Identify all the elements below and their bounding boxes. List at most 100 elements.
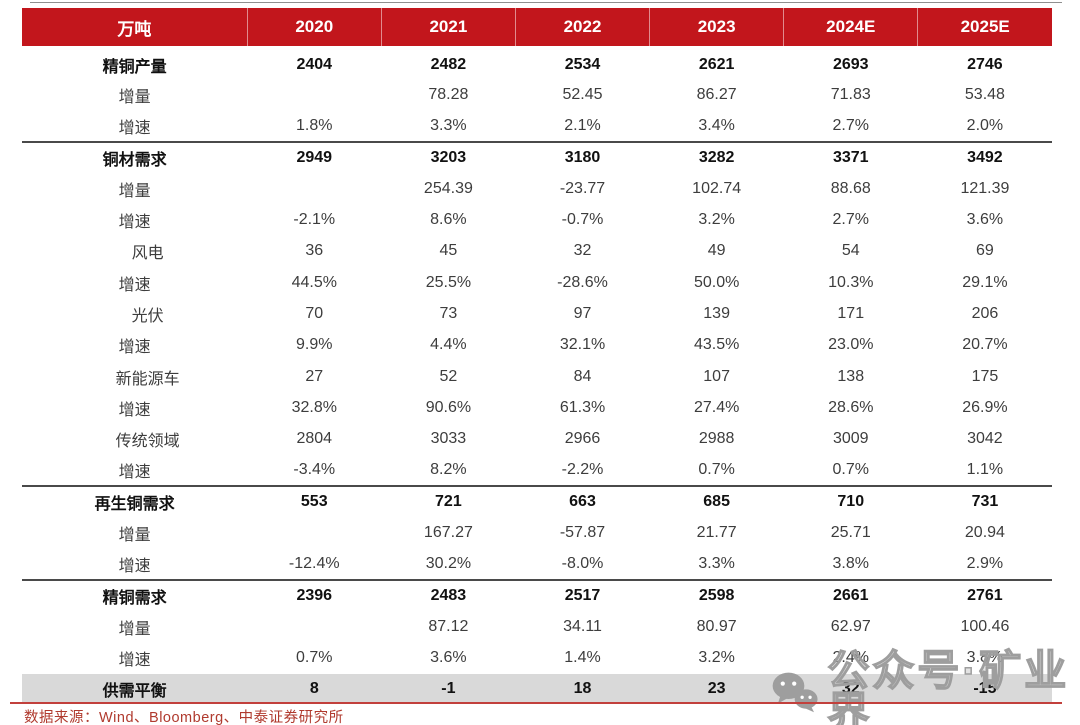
value-cell: 69	[976, 242, 994, 260]
value-cell: 54	[841, 242, 860, 260]
value-cell: 3.6%	[966, 211, 1004, 229]
value-cell: 2.4%	[832, 649, 869, 667]
value-cell: 0.7%	[832, 461, 869, 478]
value-cell	[247, 79, 381, 110]
value-cell: -3.4%	[293, 461, 336, 478]
value-cell: 34.11	[563, 617, 602, 635]
row-label: 精铜产量	[102, 58, 167, 76]
value-cell: 78.28	[428, 85, 469, 103]
table-row: 增量 87.12 34.11 80.97 62.97 100.46	[22, 611, 1052, 642]
value-cell: 3282	[649, 140, 784, 174]
value-cell: 3009	[832, 430, 869, 448]
value-cell: 45	[439, 242, 458, 260]
table-row: 传统领域 2804 3033 2966 2988 3009 3042	[22, 424, 1052, 455]
value-cell: 25.71	[830, 524, 871, 542]
value-cell: 2.7%	[832, 116, 869, 134]
value-cell: 0.7%	[698, 461, 735, 478]
value-cell: 1.1%	[966, 461, 1004, 478]
value-cell: 88.68	[830, 179, 871, 197]
value-cell: 36	[305, 242, 324, 260]
value-cell: 2396	[247, 579, 382, 612]
value-cell: 8.6%	[430, 211, 467, 229]
value-cell: 8	[247, 673, 382, 704]
unit-header: 万吨	[22, 8, 248, 50]
value-cell: 2949	[247, 140, 382, 174]
value-cell: 254.39	[423, 179, 473, 197]
row-label: 增速	[118, 464, 151, 481]
value-cell: 206	[971, 305, 999, 323]
value-cell: 100.46	[960, 617, 1010, 635]
value-cell: 52	[439, 367, 458, 385]
table-row: 增速 1.8% 3.3% 2.1% 3.4% 2.7% 2.0%	[22, 111, 1052, 142]
table-row: 增速 0.7% 3.6% 1.4% 3.2% 2.4% 3.8%	[22, 643, 1052, 674]
value-cell: 97	[573, 305, 592, 323]
row-label: 增速	[118, 652, 151, 670]
value-cell: 685	[649, 485, 784, 518]
value-cell: -2.1%	[293, 211, 336, 229]
column-header-2021: 2021	[380, 8, 516, 50]
value-cell: 3203	[381, 140, 516, 174]
value-cell: 32.8%	[291, 398, 337, 416]
value-cell: 80.97	[696, 617, 737, 635]
row-label: 增速	[118, 214, 151, 232]
table-row: 再生铜需求 553 721 663 685 710 731	[22, 485, 1052, 518]
value-cell: 70	[305, 305, 324, 323]
value-cell: -57.87	[559, 524, 606, 542]
value-cell: 3.8%	[966, 649, 1004, 667]
value-cell: 23.0%	[828, 336, 874, 354]
value-cell: 663	[515, 485, 650, 518]
value-cell: 2.9%	[966, 554, 1004, 572]
value-cell: 26.9%	[962, 398, 1008, 416]
value-cell: 49	[707, 242, 726, 260]
value-cell: 87.12	[428, 617, 469, 635]
value-cell: 2693	[832, 55, 869, 73]
value-cell: 50.0%	[693, 273, 740, 291]
table-body: 精铜产量 2404 2482 2534 2621 2693 2746 增量 78.28 52.45…	[22, 48, 1052, 704]
value-cell: 2761	[917, 579, 1052, 612]
value-cell: 138	[837, 367, 865, 385]
value-cell: 4.4%	[430, 336, 467, 354]
value-cell: 3.6%	[430, 649, 467, 667]
value-cell: 171	[837, 305, 865, 323]
value-cell: 2621	[698, 55, 735, 73]
value-cell	[247, 611, 381, 642]
row-label: 精铜需求	[22, 579, 248, 612]
value-cell: -12.4%	[288, 554, 340, 572]
value-cell: 8.2%	[430, 461, 467, 478]
value-cell: 32	[783, 673, 918, 704]
value-cell: 2517	[515, 579, 650, 612]
row-label: 增速	[118, 339, 151, 357]
value-cell: 71.83	[830, 85, 871, 103]
row-label: 增速	[118, 119, 151, 137]
column-header-2023: 2023	[649, 8, 784, 50]
value-cell	[247, 173, 381, 204]
value-cell: 21.77	[696, 524, 737, 542]
value-cell: 32	[573, 242, 592, 260]
row-label: 增速	[118, 557, 151, 575]
value-cell: 25.5%	[425, 273, 472, 291]
value-cell: -28.6%	[557, 273, 608, 291]
value-cell: 102.74	[692, 179, 742, 197]
table-row: 精铜需求 2396 2483 2517 2598 2661 2761	[22, 579, 1052, 612]
value-cell: 3.2%	[698, 649, 735, 667]
value-cell: 2966	[564, 430, 601, 448]
value-cell: 2482	[430, 55, 467, 73]
value-cell: 27	[305, 367, 324, 385]
value-cell: 721	[381, 485, 516, 518]
value-cell: 121.39	[960, 179, 1010, 197]
value-cell: 32.1%	[559, 336, 606, 354]
table-row: 增量 167.27 -57.87 21.77 25.71 20.94	[22, 517, 1052, 548]
table-row: 增速 -3.4% 8.2% -2.2% 0.7% 0.7% 1.1%	[22, 455, 1052, 486]
value-cell: 3371	[783, 140, 918, 174]
table-row: 增速 9.9% 4.4% 32.1% 43.5% 23.0% 20.7%	[22, 330, 1052, 361]
value-cell: -2.2%	[561, 461, 604, 478]
row-label: 铜材需求	[22, 140, 248, 174]
column-header-2024E: 2024E	[783, 8, 918, 50]
row-label: 供需平衡	[22, 673, 248, 704]
value-cell: 2.1%	[564, 116, 601, 134]
table-row: 增量 254.39 -23.77 102.74 88.68 121.39	[22, 173, 1052, 204]
column-header-2022: 2022	[514, 8, 650, 50]
value-cell: 43.5%	[693, 336, 740, 354]
value-cell: 3.3%	[430, 116, 467, 134]
